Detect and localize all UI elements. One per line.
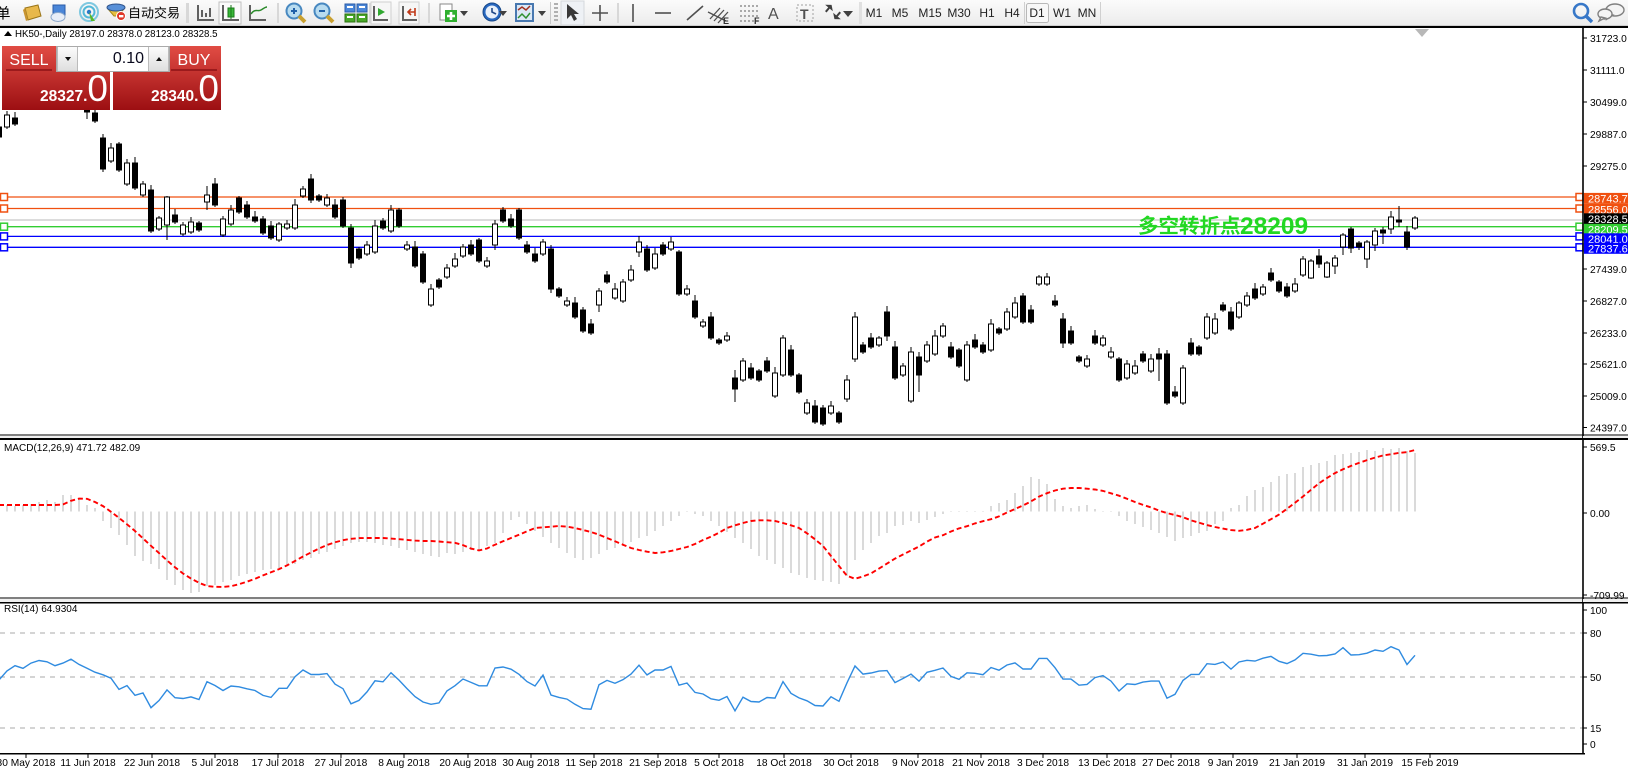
svg-text:-709.99: -709.99 [1590, 591, 1625, 602]
svg-text:15: 15 [1590, 724, 1602, 735]
svg-text:9 Jan 2019: 9 Jan 2019 [1208, 758, 1259, 769]
svg-text:22 Jun 2018: 22 Jun 2018 [124, 758, 180, 769]
svg-text:26233.0: 26233.0 [1590, 329, 1627, 340]
svg-text:30 May 2018: 30 May 2018 [0, 758, 56, 769]
svg-text:31 Jan 2019: 31 Jan 2019 [1337, 758, 1393, 769]
svg-text:M30: M30 [947, 6, 971, 20]
svg-text:21 Sep 2018: 21 Sep 2018 [629, 758, 687, 769]
svg-text:30 Aug 2018: 30 Aug 2018 [502, 758, 560, 769]
svg-text:E: E [723, 16, 729, 26]
svg-text:21 Jan 2019: 21 Jan 2019 [1269, 758, 1325, 769]
svg-text:M15: M15 [918, 6, 942, 20]
svg-text:50: 50 [1590, 673, 1602, 684]
svg-text:H4: H4 [1004, 6, 1020, 20]
svg-text:28743.7: 28743.7 [1588, 193, 1628, 205]
svg-text:17 Jul 2018: 17 Jul 2018 [252, 758, 305, 769]
svg-text:0.00: 0.00 [1590, 509, 1610, 520]
svg-text:30499.0: 30499.0 [1590, 98, 1627, 109]
svg-text:29887.0: 29887.0 [1590, 130, 1627, 141]
svg-text:MACD(12,26,9) 471.72 482.09: MACD(12,26,9) 471.72 482.09 [4, 443, 141, 454]
svg-text:A: A [768, 6, 779, 23]
svg-text:H1: H1 [979, 6, 995, 20]
svg-text:3 Dec 2018: 3 Dec 2018 [1017, 758, 1069, 769]
svg-text:M1: M1 [866, 6, 883, 20]
svg-text:11 Sep 2018: 11 Sep 2018 [565, 758, 622, 769]
svg-text:T: T [800, 6, 809, 22]
svg-text:8 Aug 2018: 8 Aug 2018 [378, 758, 430, 769]
svg-text:80: 80 [1590, 629, 1602, 640]
svg-text:M5: M5 [892, 6, 909, 20]
svg-text:100: 100 [1590, 606, 1607, 617]
svg-text:5 Oct 2018: 5 Oct 2018 [694, 758, 744, 769]
svg-text:21 Nov 2018: 21 Nov 2018 [952, 758, 1010, 769]
svg-text:569.5: 569.5 [1590, 443, 1616, 454]
svg-text:D1: D1 [1029, 6, 1045, 20]
svg-text:24397.0: 24397.0 [1590, 424, 1627, 435]
svg-text:11 Jun 2018: 11 Jun 2018 [60, 758, 116, 769]
svg-text:29275.0: 29275.0 [1590, 162, 1627, 173]
svg-text:31723.0: 31723.0 [1590, 34, 1627, 45]
svg-text:28209: 28209 [1240, 213, 1308, 240]
svg-text:F: F [754, 16, 760, 26]
svg-text:25621.0: 25621.0 [1590, 360, 1627, 371]
svg-text:RSI(14) 64.9304: RSI(14) 64.9304 [4, 604, 78, 615]
svg-text:31111.0: 31111.0 [1590, 66, 1625, 77]
svg-text:28328.5: 28328.5 [1588, 214, 1628, 226]
svg-text:18 Oct 2018: 18 Oct 2018 [756, 758, 812, 769]
svg-text:5 Jul 2018: 5 Jul 2018 [191, 758, 238, 769]
svg-text:27837.6: 27837.6 [1588, 243, 1628, 255]
svg-text:13 Dec 2018: 13 Dec 2018 [1078, 758, 1136, 769]
svg-text:W1: W1 [1053, 6, 1071, 20]
svg-text:20 Aug 2018: 20 Aug 2018 [439, 758, 497, 769]
svg-text:HK50-,Daily 28197.0 28378.0 2: HK50-,Daily 28197.0 28378.0 28123.0 2832… [15, 29, 218, 40]
svg-text:15 Feb 2019: 15 Feb 2019 [1401, 758, 1459, 769]
svg-text:27 Dec 2018: 27 Dec 2018 [1142, 758, 1200, 769]
svg-text:30 Oct 2018: 30 Oct 2018 [823, 758, 879, 769]
svg-text:27439.0: 27439.0 [1590, 265, 1627, 276]
svg-text:26827.0: 26827.0 [1590, 297, 1627, 308]
svg-text:0: 0 [1590, 740, 1596, 751]
svg-text:MN: MN [1078, 6, 1097, 20]
svg-text:27 Jul 2018: 27 Jul 2018 [315, 758, 368, 769]
svg-text:9 Nov 2018: 9 Nov 2018 [892, 758, 944, 769]
svg-text:25009.0: 25009.0 [1590, 392, 1627, 403]
